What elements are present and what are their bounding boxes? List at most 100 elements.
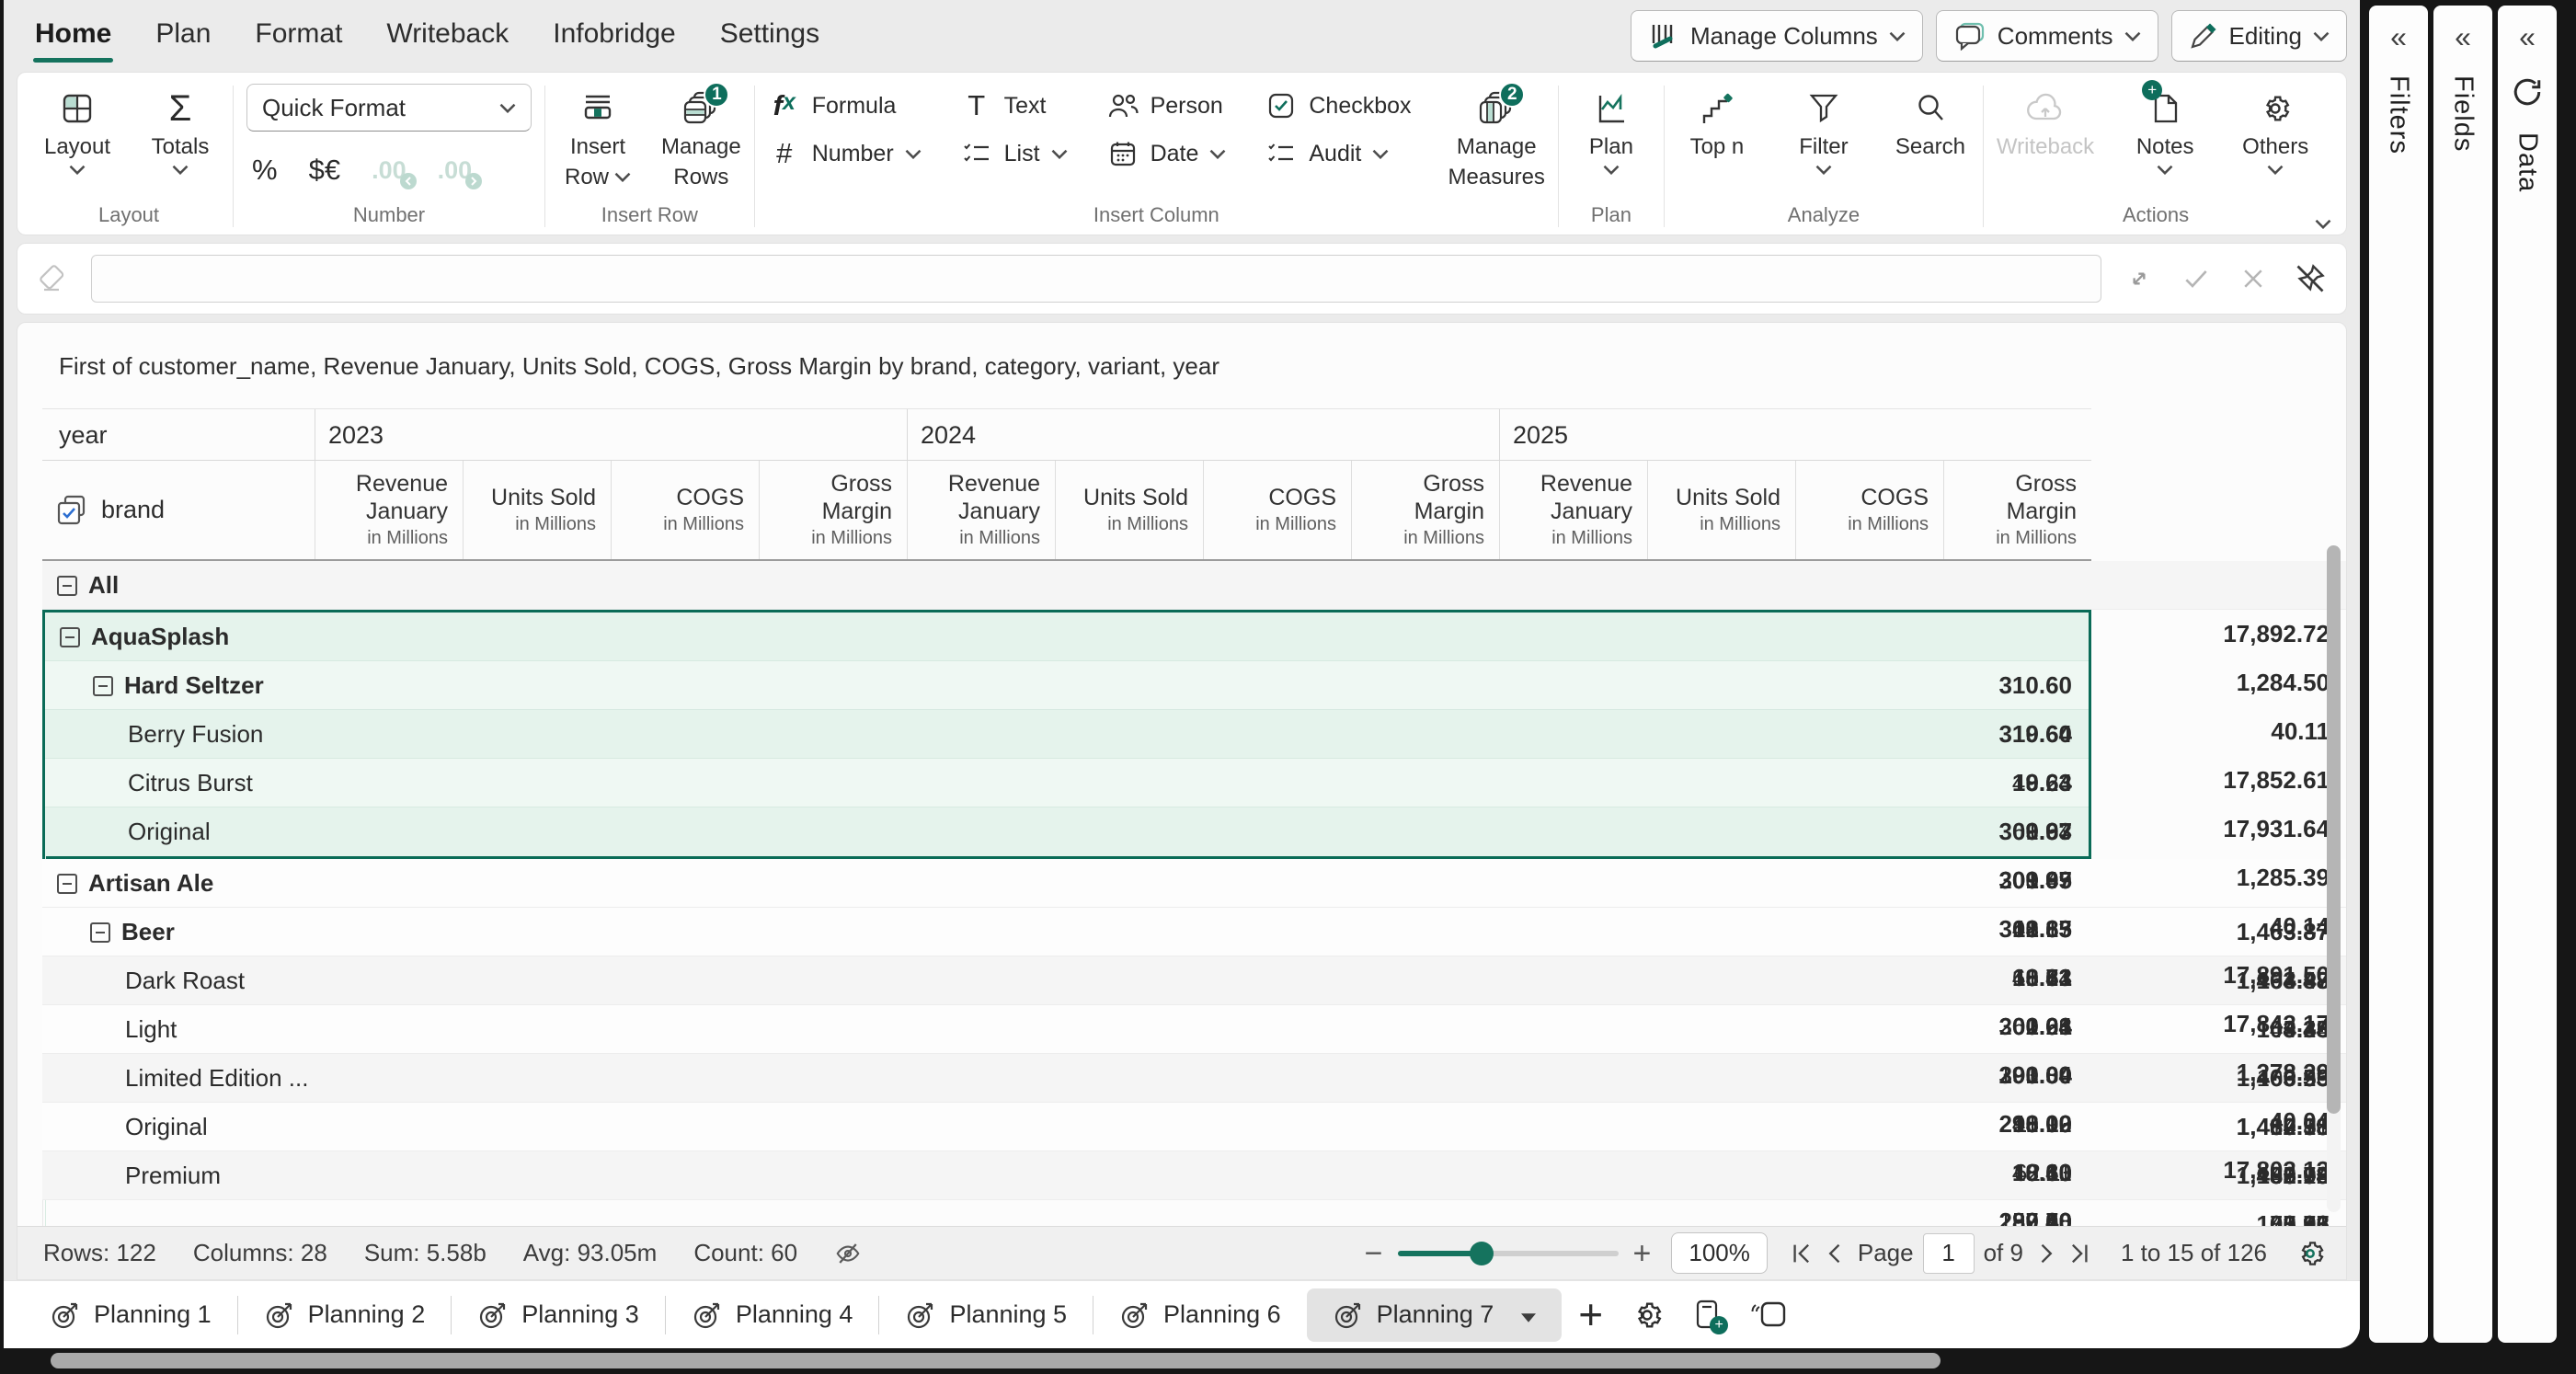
row-label[interactable]: Hard Seltzer [45, 661, 2089, 710]
eye-off-icon[interactable] [834, 1240, 862, 1267]
row-label[interactable]: Citrus Burst [45, 759, 2089, 807]
menu-item-settings[interactable]: Settings [718, 9, 821, 63]
comments-button[interactable]: Comments [1936, 10, 2158, 62]
next-page-icon[interactable] [2032, 1241, 2058, 1266]
expand-panel-chevrons-icon[interactable]: « [2390, 22, 2407, 52]
fields-panel-tab[interactable]: « Fields [2433, 6, 2492, 1343]
filter-button[interactable]: Filter [1784, 84, 1863, 175]
filters-panel-tab[interactable]: « Filters [2369, 6, 2428, 1343]
zoom-out-button[interactable]: − [1365, 1238, 1383, 1269]
row-label[interactable]: Dark Roast [42, 956, 2346, 1005]
vertical-scrollbar-thumb[interactable] [2327, 545, 2341, 1114]
menu-item-infobridge[interactable]: Infobridge [551, 9, 677, 63]
sheet-tab-planning-4[interactable]: Planning 4 [666, 1288, 879, 1342]
year-column-header[interactable]: 2025 [1499, 409, 2091, 461]
manage-rows-button[interactable]: 1 Manage Rows [661, 84, 741, 189]
add-report-icon[interactable]: + [1691, 1298, 1723, 1333]
menu-item-home[interactable]: Home [33, 9, 113, 63]
last-page-icon[interactable] [2067, 1241, 2093, 1266]
page-number-input[interactable] [1923, 1233, 1975, 1274]
manage-measures-button[interactable]: 2 Manage Measures [1448, 84, 1545, 189]
menu-item-format[interactable]: Format [253, 9, 344, 63]
unpin-icon[interactable] [2291, 259, 2330, 298]
first-page-icon[interactable] [1788, 1241, 1814, 1266]
zoom-level-value[interactable]: 100% [1671, 1232, 1768, 1274]
checkbox-column-button[interactable]: Checkbox [1265, 92, 1411, 120]
tab-dropdown-caret-icon[interactable] [1506, 1300, 1536, 1329]
decrease-decimal-button[interactable]: .00 [372, 156, 406, 185]
previous-page-icon[interactable] [1823, 1241, 1849, 1266]
brand-dimension-header[interactable]: brand [42, 461, 315, 559]
measure-column-header[interactable]: Revenue Januaryin Millions [315, 461, 463, 559]
person-column-button[interactable]: Person [1106, 93, 1227, 120]
currency-format-button[interactable]: $€ [309, 154, 340, 187]
sheet-tab-planning-2[interactable]: Planning 2 [238, 1288, 452, 1342]
formula-column-button[interactable]: fx Formula [768, 89, 922, 122]
measure-column-header[interactable]: Units Soldin Millions [463, 461, 611, 559]
measure-column-header[interactable]: COGSin Millions [1203, 461, 1351, 559]
increase-decimal-button[interactable]: .00 [438, 156, 473, 185]
manage-columns-button[interactable]: Manage Columns [1631, 10, 1923, 62]
measure-column-header[interactable]: Gross Marginin Millions [1943, 461, 2091, 559]
measure-column-header[interactable]: Units Soldin Millions [1055, 461, 1203, 559]
editing-mode-button[interactable]: Editing [2171, 10, 2348, 62]
expand-formula-bar-icon[interactable] [2120, 259, 2158, 298]
others-button[interactable]: Others [2236, 84, 2315, 175]
data-panel-tab[interactable]: « Data [2498, 6, 2557, 1343]
plan-button[interactable]: Plan [1572, 84, 1651, 175]
sheet-tab-planning-1[interactable]: Planning 1 [24, 1288, 237, 1342]
menu-item-plan[interactable]: Plan [154, 9, 212, 63]
row-label[interactable]: All [42, 561, 2346, 610]
date-column-button[interactable]: Date [1106, 140, 1227, 167]
expand-panel-chevrons-icon[interactable]: « [2519, 22, 2536, 52]
search-button[interactable]: Search [1891, 84, 1970, 160]
row-label[interactable]: Berry Fusion [45, 710, 2089, 759]
year-column-header[interactable]: 2023 [315, 409, 907, 461]
measure-column-header[interactable]: COGSin Millions [1795, 461, 1943, 559]
measure-column-header[interactable]: Revenue Januaryin Millions [1499, 461, 1647, 559]
audit-column-button[interactable]: Audit [1265, 141, 1411, 167]
add-sheet-button[interactable]: + [1578, 1298, 1603, 1332]
collapse-expander-icon[interactable] [93, 676, 113, 696]
collapse-expander-icon[interactable] [60, 627, 80, 647]
zoom-slider[interactable] [1398, 1251, 1619, 1256]
collapse-expander-icon[interactable] [90, 922, 110, 943]
refresh-icon[interactable] [2511, 75, 2544, 109]
measure-column-header[interactable]: Revenue Januaryin Millions [907, 461, 1055, 559]
sheet-tab-planning-7[interactable]: Planning 7 [1307, 1288, 1563, 1342]
sheet-overview-layers-icon[interactable] [1750, 1298, 1787, 1333]
number-column-button[interactable]: # Number [768, 137, 922, 170]
expand-panel-chevrons-icon[interactable]: « [2455, 22, 2471, 52]
confirm-check-icon[interactable] [2177, 259, 2215, 298]
sheet-tab-planning-3[interactable]: Planning 3 [452, 1288, 665, 1342]
list-column-button[interactable]: List [960, 141, 1068, 167]
measure-column-header[interactable]: COGSin Millions [611, 461, 759, 559]
sheet-settings-gear-icon[interactable] [1631, 1299, 1664, 1332]
quick-format-select[interactable]: Quick Format [246, 84, 532, 132]
percent-format-button[interactable]: % [252, 154, 278, 187]
measure-column-header[interactable]: Gross Marginin Millions [1351, 461, 1499, 559]
text-column-button[interactable]: T Text [960, 89, 1068, 122]
sheet-tab-planning-6[interactable]: Planning 6 [1093, 1288, 1307, 1342]
table-settings-gear-icon[interactable] [2295, 1238, 2326, 1269]
row-label[interactable]: Original [45, 807, 2089, 856]
year-column-header[interactable]: 2024 [907, 409, 1499, 461]
collapse-expander-icon[interactable] [57, 874, 77, 894]
zoom-in-button[interactable]: + [1633, 1238, 1652, 1269]
zoom-slider-knob[interactable] [1470, 1242, 1494, 1265]
totals-button[interactable]: Σ Totals [141, 84, 220, 175]
layout-button[interactable]: Layout [38, 84, 117, 175]
measure-column-header[interactable]: Units Soldin Millions [1647, 461, 1795, 559]
formula-input[interactable] [91, 255, 2101, 303]
top-n-button[interactable]: Top n [1677, 84, 1757, 160]
menu-item-writeback[interactable]: Writeback [384, 9, 510, 63]
row-label[interactable]: AquaSplash [45, 613, 2089, 661]
cancel-x-icon[interactable] [2234, 259, 2273, 298]
sheet-tab-planning-5[interactable]: Planning 5 [879, 1288, 1093, 1342]
measure-column-header[interactable]: Gross Marginin Millions [759, 461, 907, 559]
eraser-icon[interactable] [34, 259, 73, 298]
horizontal-scrollbar-thumb[interactable] [51, 1353, 1941, 1368]
ribbon-collapse-chevron-icon[interactable] [2315, 219, 2331, 229]
collapse-expander-icon[interactable] [57, 576, 77, 596]
row-label[interactable]: Premium [42, 1151, 2346, 1200]
